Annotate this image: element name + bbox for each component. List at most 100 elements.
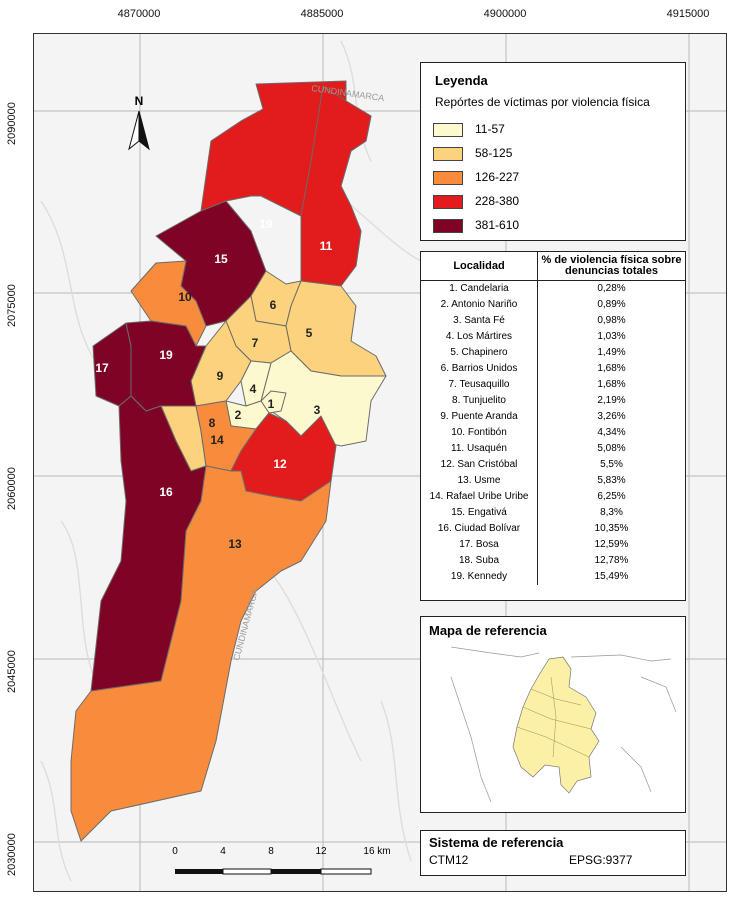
scale-label-4: 4	[220, 846, 226, 857]
table-cell-percent: 12,78%	[537, 553, 685, 569]
legend-label-3: 126-227	[475, 170, 520, 184]
table-cell-percent: 6,25%	[537, 489, 685, 505]
table-cell-percent: 4,34%	[537, 425, 685, 441]
colombia-shape	[512, 656, 600, 794]
table-row: 19. Kennedy 15,49%	[421, 569, 685, 585]
reference-system-title: Sistema de referencia	[429, 835, 564, 850]
table-cell-percent: 0,89%	[537, 297, 685, 313]
table-row: 1. Candelaria 0,28%	[421, 280, 685, 297]
table-cell-localidad: 8. Tunjuelito	[452, 395, 506, 406]
map-frame: CUNDINAMARCA CUNDINAMARCA 19 11 15 10 6 …	[33, 33, 727, 892]
reference-map-panel: Mapa de referencia	[420, 616, 686, 813]
label-11: 11	[320, 239, 333, 253]
table-cell-percent: 1,49%	[537, 345, 685, 361]
table-row: 7. Teusaquillo 1,68%	[421, 377, 685, 393]
table-header-localidad: Localidad	[421, 252, 538, 281]
table-row: 15. Engativá 8,3%	[421, 505, 685, 521]
reference-system-epsg: EPSG:9377	[569, 853, 633, 867]
table-cell-localidad: 14. Rafael Uribe Uribe	[429, 491, 529, 502]
legend-label-1: 11-57	[475, 122, 505, 136]
reference-system-crs: CTM12	[429, 853, 469, 867]
table-cell-percent: 5,5%	[537, 457, 685, 473]
table-cell-localidad: 13. Usme	[457, 475, 501, 486]
table-row: 10. Fontibón 4,34%	[421, 425, 685, 441]
table-cell-percent: 1,68%	[537, 377, 685, 393]
legend-title: Leyenda	[435, 73, 488, 88]
label-14: 14	[210, 433, 224, 447]
legend-subtitle: Repórtes de víctimas por violencia físic…	[435, 95, 650, 109]
table-cell-localidad: 4. Los Mártires	[445, 331, 513, 342]
locality-4[interactable]	[240, 360, 272, 407]
table-cell-localidad: 15. Engativá	[451, 507, 507, 518]
y-tick-5: 2030000	[6, 833, 18, 876]
table-cell-percent: 1,03%	[537, 329, 685, 345]
table-cell-localidad: 6. Barrios Unidos	[440, 363, 518, 374]
legend-swatch-1	[433, 123, 463, 137]
table-cell-percent: 2,19%	[537, 393, 685, 409]
table-cell-percent: 3,26%	[537, 409, 685, 425]
locality-13[interactable]	[70, 465, 332, 842]
table-cell-localidad: 7. Teusaquillo	[448, 379, 510, 390]
y-tick-2: 2075000	[6, 284, 18, 327]
table-row: 2. Antonio Nariño 0,89%	[421, 297, 685, 313]
table-row: 9. Puente Aranda 3,26%	[421, 409, 685, 425]
table-cell-localidad: 5. Chapinero	[450, 347, 508, 358]
table-cell-localidad: 3. Santa Fé	[453, 315, 505, 326]
table-cell-percent: 12,59%	[537, 537, 685, 553]
x-tick-2: 4885000	[300, 8, 344, 20]
label-5: 5	[306, 326, 313, 340]
label-10: 10	[178, 290, 192, 304]
label-7: 7	[252, 336, 259, 350]
y-tick-3: 2060000	[6, 467, 18, 510]
scale-label-0: 0	[172, 846, 178, 857]
x-tick-3: 4900000	[483, 8, 527, 20]
table-cell-percent: 0,98%	[537, 313, 685, 329]
locality-11[interactable]	[300, 85, 372, 287]
table-cell-localidad: 1. Candelaria	[449, 283, 509, 294]
table-row: 11. Usaquén 5,08%	[421, 441, 685, 457]
table-cell-percent: 5,83%	[537, 473, 685, 489]
label-19-west: 19	[159, 348, 173, 362]
legend-swatch-5	[433, 219, 463, 233]
table-cell-percent: 1,68%	[537, 361, 685, 377]
label-3: 3	[314, 403, 321, 417]
legend-swatch-2	[433, 147, 463, 161]
table-row: 16. Ciudad Bolívar 10,35%	[421, 521, 685, 537]
label-8: 8	[209, 416, 216, 430]
legend-swatch-4	[433, 195, 463, 209]
locality-table: Localidad % de violencia física sobre de…	[421, 252, 685, 585]
table-cell-localidad: 11. Usaquén	[451, 443, 507, 454]
table-row: 4. Los Mártires 1,03%	[421, 329, 685, 345]
table-cell-percent: 8,3%	[537, 505, 685, 521]
table-header-percent: % de violencia física sobre denuncias to…	[537, 252, 685, 281]
table-cell-localidad: 10. Fontibón	[451, 427, 507, 438]
label-15: 15	[214, 252, 228, 266]
table-cell-localidad: 12. San Cristóbal	[440, 459, 518, 470]
table-row: 12. San Cristóbal 5,5%	[421, 457, 685, 473]
table-body: 1. Candelaria 0,28% 2. Antonio Nariño 0,89%…	[421, 280, 685, 585]
label-16: 16	[159, 485, 173, 499]
scale-label-16: 16 km	[363, 846, 391, 857]
locality-table-panel: Localidad % de violencia física sobre de…	[420, 251, 686, 601]
table-row: 3. Santa Fé 0,98%	[421, 313, 685, 329]
label-9: 9	[217, 369, 224, 383]
x-tick-4: 4915000	[666, 8, 710, 20]
table-cell-localidad: 17. Bosa	[459, 539, 499, 550]
legend-swatch-3	[433, 171, 463, 185]
reference-map-title: Mapa de referencia	[429, 623, 547, 638]
reference-map-graphic	[450, 646, 677, 803]
y-tick-4: 2045000	[6, 650, 18, 693]
scale-label-12: 12	[315, 846, 327, 857]
table-row: 18. Suba 12,78%	[421, 553, 685, 569]
locality-19-west[interactable]	[125, 320, 207, 412]
table-cell-localidad: 2. Antonio Nariño	[440, 299, 518, 310]
x-tick-1: 4870000	[117, 8, 161, 20]
label-13: 13	[228, 537, 242, 551]
legend-label-4: 228-380	[475, 194, 520, 208]
table-cell-localidad: 18. Suba	[458, 555, 500, 566]
table-row: 8. Tunjuelito 2,19%	[421, 393, 685, 409]
legend-label-2: 58-125	[475, 146, 513, 160]
label-6: 6	[270, 298, 277, 312]
scale-bar	[175, 868, 372, 875]
legend-label-5: 381-610	[475, 218, 520, 232]
